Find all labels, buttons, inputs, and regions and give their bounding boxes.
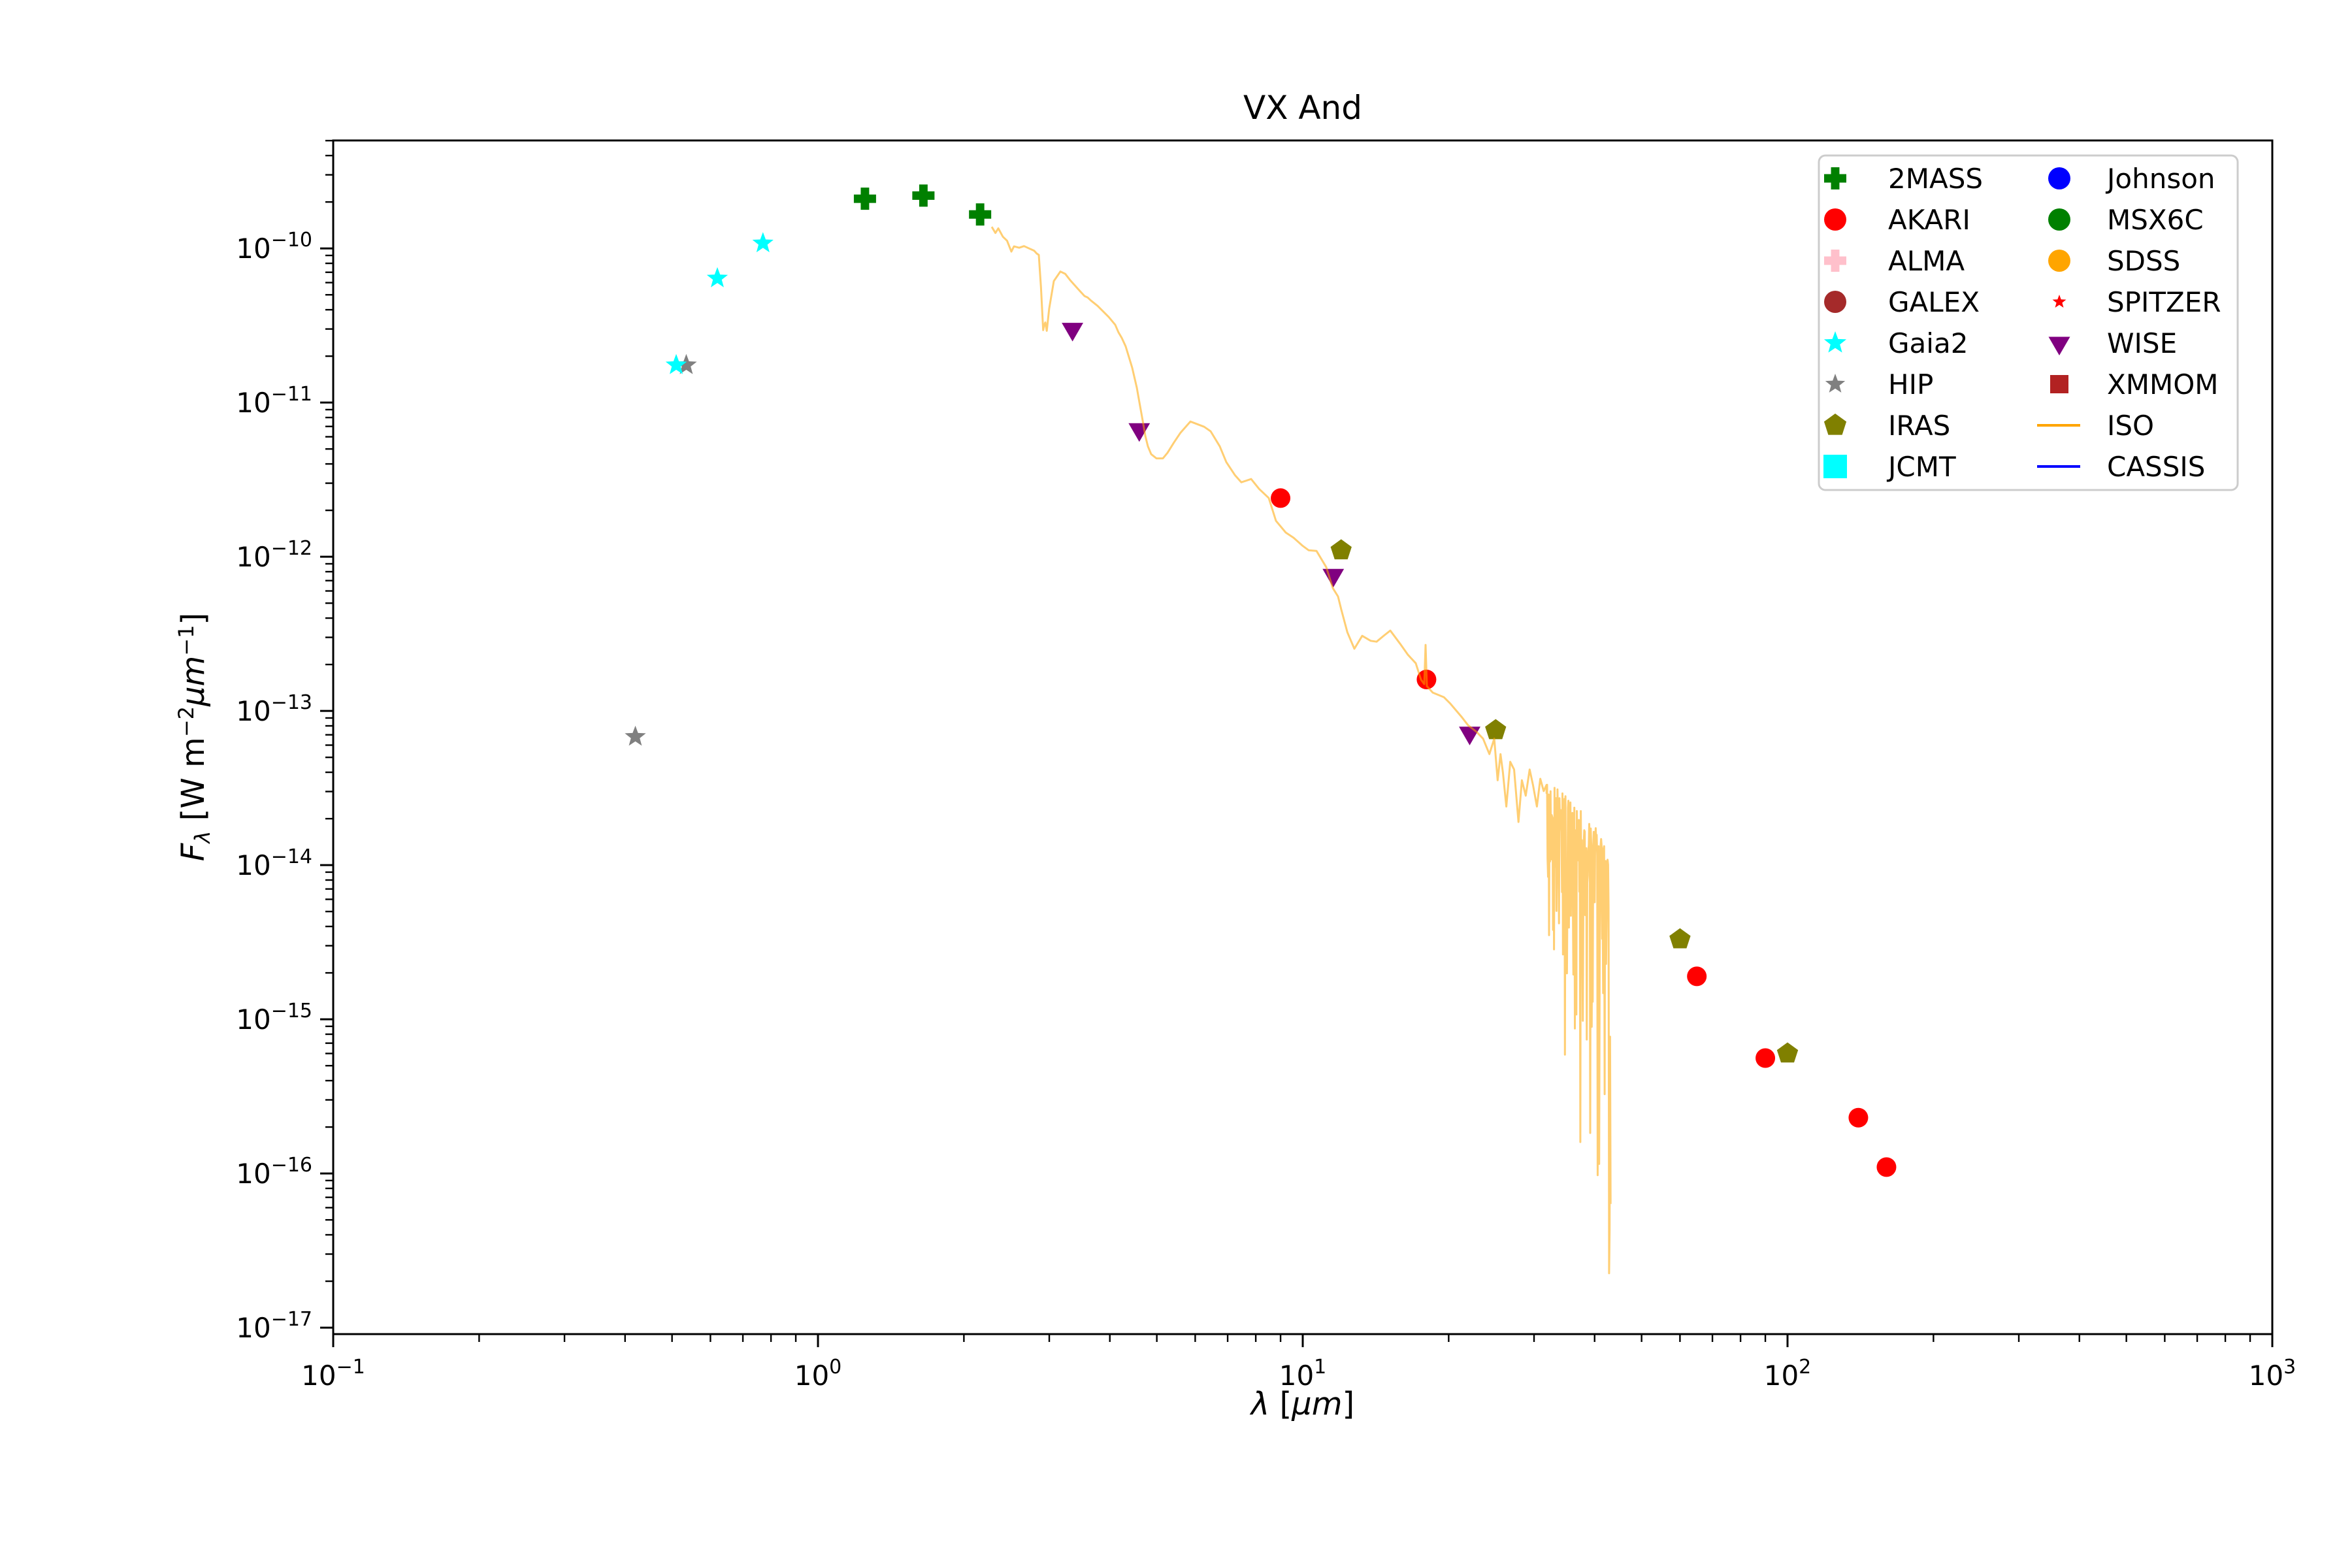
series-AKARI: [1271, 488, 1897, 1177]
legend-label: AKARI: [1888, 204, 1970, 236]
spitzer-legend-marker: [2052, 295, 2066, 308]
legend-item-akari: AKARI: [1824, 204, 1970, 236]
iso-line-path: [990, 226, 1612, 1275]
wise-marker: [1459, 727, 1480, 745]
iras-marker: [1485, 719, 1507, 740]
iras-marker: [1776, 1042, 1799, 1063]
xmmom-legend-marker: [2050, 375, 2068, 393]
legend-label: SDSS: [2107, 245, 2180, 277]
series-HIP: [625, 353, 697, 746]
x-tick-label: 103: [2249, 1356, 2296, 1392]
x-tick-label: 10−1: [301, 1356, 365, 1392]
x-tick-label: 100: [794, 1356, 842, 1392]
legend-item-jcmt: JCMT: [1823, 451, 1956, 483]
legend-label: HIP: [1888, 368, 1933, 400]
akari-legend-marker: [1824, 208, 1846, 231]
legend-label: ALMA: [1888, 245, 1965, 277]
legend: 2MASS AKARI ALMA GALEX Gaia2 HIP IRAS JCMT Johns…: [1818, 154, 2239, 491]
legend-label: IRAS: [1888, 410, 1950, 442]
y-tick-label: 10−14: [236, 845, 312, 881]
2mass-marker: [853, 188, 876, 210]
akari-marker: [1876, 1157, 1897, 1177]
plot-title: VX And: [1243, 89, 1362, 127]
wise-marker: [1322, 568, 1345, 588]
legend-item-johnson: Johnson: [2048, 163, 2215, 195]
x-tick-label: 101: [1279, 1356, 1327, 1392]
legend-label: WISE: [2107, 327, 2177, 359]
y-tick-label: 10−11: [236, 383, 312, 419]
legend-label: Gaia2: [1888, 327, 1968, 359]
series-2MASS: [853, 184, 992, 226]
y-tick-label: 10−16: [236, 1154, 312, 1190]
legend-item-2mass: 2MASS: [1824, 163, 1983, 195]
legend-item-galex: GALEX: [1824, 286, 1980, 318]
y-tick-label: 10−15: [236, 1000, 312, 1036]
legend-label: 2MASS: [1888, 163, 1983, 195]
x-axis-ticks: 10−1 100 101 102 103: [301, 1334, 2296, 1392]
gaia2-marker: [706, 267, 728, 287]
gaia2-legend-marker: [1823, 331, 1847, 353]
data-series: [625, 184, 1897, 1177]
2mass-marker: [912, 184, 935, 207]
legend-item-cassis: CASSIS: [2037, 451, 2205, 483]
sdss-legend-marker: [2048, 250, 2070, 272]
legend-label: ISO: [2107, 410, 2154, 442]
x-tick-label: 102: [1764, 1356, 1812, 1392]
legend-item-hip: HIP: [1825, 368, 1933, 400]
legend-label: SPITZER: [2107, 286, 2221, 318]
series-IRAS: [1330, 539, 1799, 1063]
hip-marker: [625, 725, 646, 746]
legend-item-wise: WISE: [2048, 327, 2177, 359]
iso-spectrum-line: [990, 226, 1612, 1275]
2mass-legend-marker: [1824, 167, 1846, 190]
legend-label: XMMOM: [2107, 368, 2219, 400]
y-axis-ticks: 10−10 10−11 10−12 10−13 10−14 10−15 10−16 10−17: [236, 140, 333, 1344]
akari-marker: [1848, 1107, 1869, 1128]
y-tick-label: 10−10: [236, 229, 312, 265]
y-tick-label: 10−17: [236, 1308, 312, 1344]
akari-marker: [1687, 966, 1707, 987]
iras-legend-marker: [1823, 414, 1847, 435]
iras-marker: [1330, 539, 1352, 560]
wise-marker: [1062, 323, 1083, 342]
y-tick-label: 10−12: [236, 537, 312, 573]
x-axis-label: λ [μm]: [1249, 1386, 1354, 1422]
hip-legend-marker: [1825, 374, 1846, 393]
y-axis-label: Fλ [W m−2μm−1]: [174, 613, 215, 861]
legend-item-gaia2: Gaia2: [1823, 327, 1968, 359]
legend-item-spitzer: SPITZER: [2052, 286, 2221, 318]
legend-item-iso: ISO: [2037, 410, 2154, 442]
2mass-marker: [969, 203, 992, 226]
akari-marker: [1271, 488, 1291, 508]
johnson-legend-marker: [2048, 167, 2070, 189]
legend-label: Johnson: [2105, 163, 2215, 195]
legend-label: MSX6C: [2107, 204, 2204, 236]
gaia2-marker: [665, 353, 687, 374]
y-tick-label: 10−13: [236, 691, 312, 727]
legend-item-alma: ALMA: [1824, 245, 1965, 277]
series-Gaia2: [665, 232, 774, 374]
alma-legend-marker: [1824, 250, 1846, 272]
legend-label: GALEX: [1888, 286, 1980, 318]
legend-item-xmmom: XMMOM: [2050, 368, 2219, 400]
iras-marker: [1669, 928, 1691, 949]
akari-marker: [1756, 1048, 1776, 1068]
legend-item-iras: IRAS: [1823, 410, 1950, 442]
gaia2-marker: [752, 232, 774, 253]
hip-marker: [676, 353, 697, 374]
jcmt-legend-marker: [1823, 455, 1847, 478]
legend-box: [1818, 154, 2239, 491]
legend-item-sdss: SDSS: [2048, 245, 2180, 277]
galex-legend-marker: [1824, 291, 1846, 313]
wise-legend-marker: [2048, 336, 2070, 355]
legend-label: JCMT: [1886, 451, 1956, 483]
legend-item-msx6c: MSX6C: [2048, 204, 2204, 236]
legend-label: CASSIS: [2107, 451, 2205, 483]
msx6c-legend-marker: [2048, 208, 2070, 231]
